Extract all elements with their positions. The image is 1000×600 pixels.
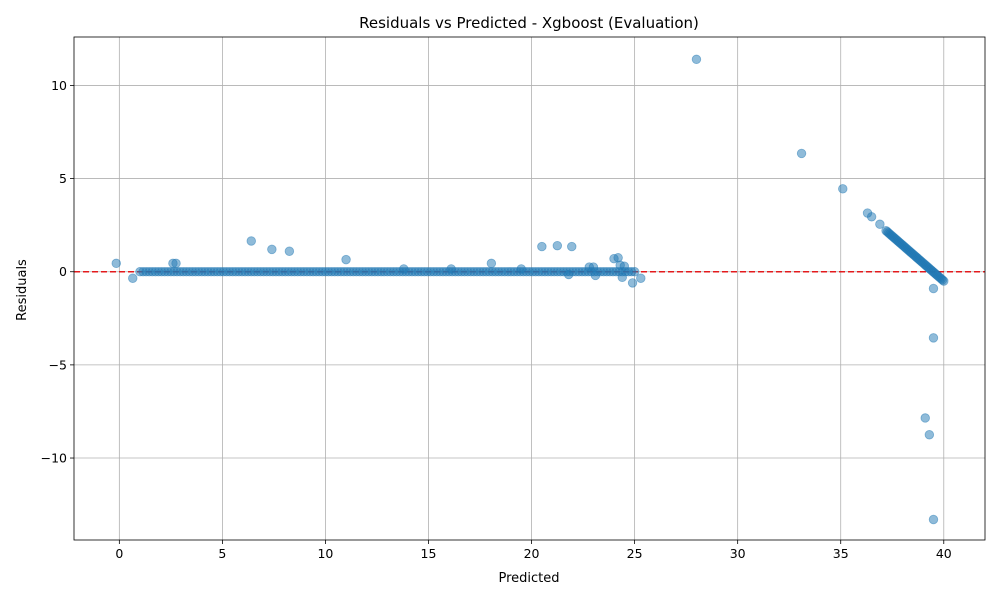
data-point — [636, 273, 646, 283]
data-point — [619, 261, 630, 271]
data-point — [516, 264, 526, 274]
plot-area-frame — [73, 36, 986, 541]
data-point — [446, 264, 456, 274]
scatter-points — [111, 54, 949, 525]
data-point — [399, 264, 409, 274]
x-tick-label: 5 — [218, 546, 226, 561]
y-axis-label: Residuals — [15, 259, 30, 321]
data-point — [246, 236, 256, 246]
data-point — [267, 244, 277, 255]
data-point — [939, 276, 949, 286]
x-axis-label: Predicted — [498, 571, 559, 586]
x-tick-label: 30 — [730, 546, 746, 561]
y-tick-label: 0 — [59, 264, 67, 279]
y-tick-label: −10 — [41, 451, 67, 466]
data-point — [486, 258, 497, 269]
x-tick-label: 0 — [115, 546, 123, 561]
x-tick-label: 15 — [421, 546, 437, 561]
data-point — [552, 240, 563, 251]
data-point — [584, 262, 594, 272]
data-point — [691, 54, 702, 65]
x-tick-label: 20 — [524, 546, 540, 561]
data-point — [284, 246, 295, 256]
x-tick-label: 35 — [833, 546, 849, 561]
data-point — [171, 258, 181, 269]
x-tick-label: 25 — [627, 546, 643, 561]
data-point — [341, 254, 351, 265]
y-axis-ticks: −10 −5 0 5 10 — [41, 78, 74, 466]
data-point — [920, 413, 930, 423]
chart-title: Residuals vs Predicted - Xgboost (Evalua… — [359, 14, 699, 32]
x-tick-label: 10 — [317, 546, 333, 561]
y-tick-label: −5 — [49, 357, 67, 372]
data-point — [629, 267, 640, 277]
data-point — [866, 212, 877, 222]
data-point — [111, 258, 121, 269]
data-point — [928, 514, 939, 525]
data-point — [617, 272, 627, 283]
data-point — [838, 184, 848, 194]
y-tick-label: 5 — [59, 171, 67, 186]
data-point — [563, 269, 574, 280]
data-point — [627, 278, 638, 288]
x-axis-ticks: 0 5 10 15 20 25 30 35 40 — [115, 540, 952, 561]
data-point — [537, 241, 547, 252]
data-point — [928, 283, 939, 294]
data-point — [928, 333, 939, 343]
data-point — [590, 270, 601, 281]
x-tick-label: 40 — [936, 546, 952, 561]
y-tick-label: 10 — [51, 78, 67, 93]
data-point — [875, 219, 885, 229]
data-point — [128, 273, 138, 283]
data-point — [567, 241, 577, 252]
data-point — [924, 430, 935, 440]
data-point — [796, 148, 807, 159]
